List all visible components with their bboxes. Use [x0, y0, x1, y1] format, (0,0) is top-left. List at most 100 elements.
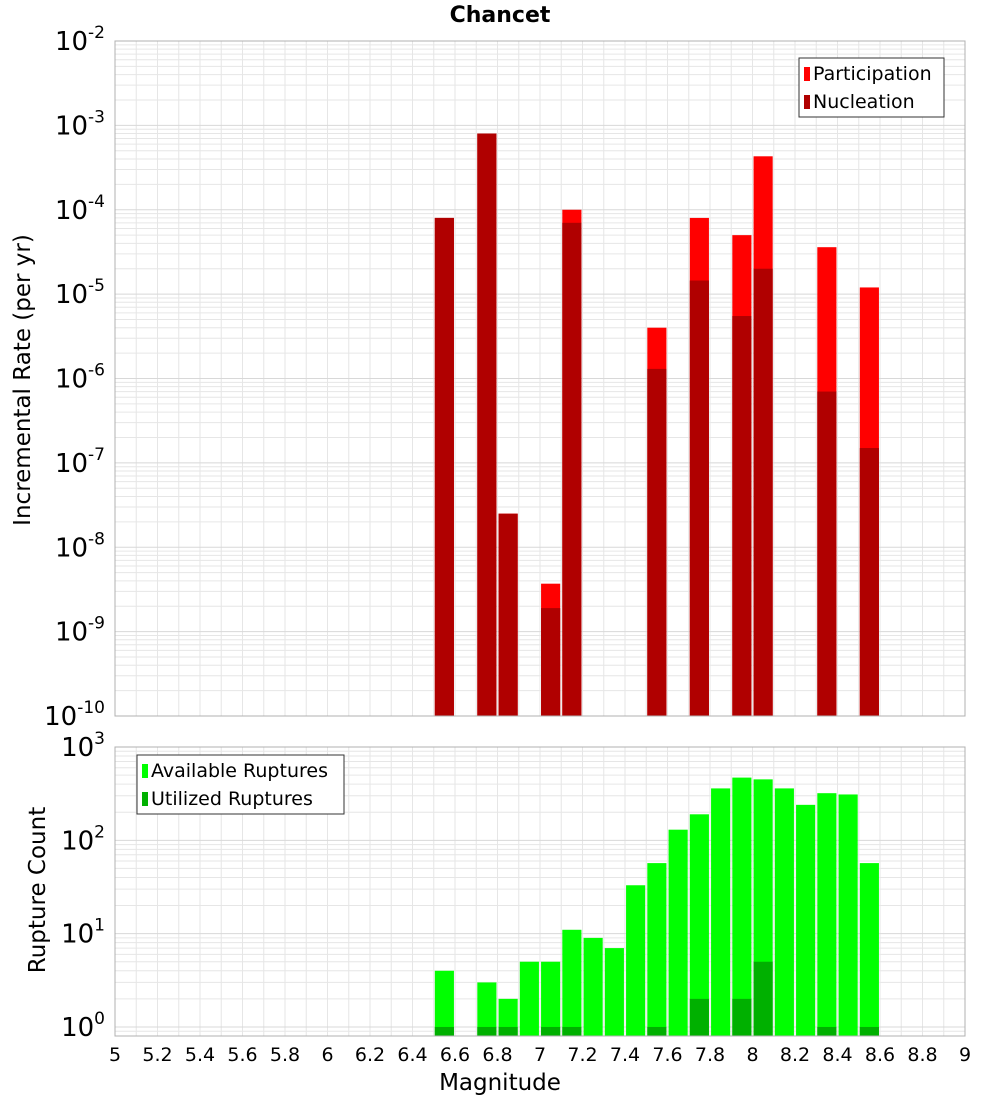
y-tick-exponent: -10	[77, 698, 105, 718]
y-tick-base: 10	[55, 196, 88, 226]
x-tick-label: 7.8	[695, 1044, 725, 1066]
top-bar-nucleation	[647, 368, 667, 716]
bottom-bar-available-ruptures	[498, 998, 518, 1036]
bottom-bar-available-ruptures	[434, 970, 454, 1036]
bottom-bar-available-ruptures	[541, 961, 561, 1036]
y-tick-base: 10	[61, 826, 94, 856]
bottom-bar-available-ruptures	[796, 804, 816, 1036]
x-tick-label: 8.8	[907, 1044, 937, 1066]
bottom-plot-frame	[114, 746, 966, 1037]
x-tick-label: 7.4	[610, 1044, 640, 1066]
bottom-bar-available-ruptures	[711, 788, 731, 1036]
top-bar-nucleation	[541, 608, 561, 716]
x-tick-label: 8.2	[780, 1044, 810, 1066]
x-tick-label: 8.4	[822, 1044, 852, 1066]
bottom-bar-available-ruptures	[859, 863, 879, 1036]
bottom-bar-available-ruptures	[689, 814, 709, 1036]
x-tick-label: 9	[959, 1044, 971, 1066]
top-y-tick-label: 10-7	[55, 445, 105, 479]
x-tick-label: 6.2	[355, 1044, 385, 1066]
y-tick-exponent: -7	[88, 445, 105, 465]
top-y-tick-label: 10-3	[55, 107, 105, 141]
y-tick-exponent: -5	[88, 276, 105, 296]
bottom-bar-available-ruptures	[519, 961, 539, 1036]
bottom-bar-utilized-ruptures	[434, 1026, 454, 1036]
bottom-bar-available-ruptures	[647, 863, 667, 1036]
top-legend-swatch	[804, 95, 810, 109]
x-tick-label: 6.4	[397, 1044, 427, 1066]
top-legend-swatch	[804, 67, 810, 81]
bottom-bar-available-ruptures	[604, 948, 624, 1036]
bottom-legend-label: Utilized Ruptures	[151, 788, 313, 810]
top-y-tick-label: 10-2	[55, 23, 105, 57]
top-plot-frame	[114, 40, 966, 717]
bottom-bar-available-ruptures	[562, 929, 582, 1036]
bottom-bar-available-ruptures	[583, 937, 603, 1036]
y-tick-exponent: 3	[94, 729, 105, 749]
bottom-legend-swatch	[142, 764, 148, 778]
top-bar-nucleation	[498, 513, 518, 716]
x-tick-label: 5.8	[270, 1044, 300, 1066]
y-tick-exponent: 1	[94, 916, 105, 936]
chart-title: Chancet	[450, 3, 551, 28]
bottom-bars	[434, 777, 879, 1036]
y-tick-exponent: 2	[94, 822, 105, 842]
bottom-bar-available-ruptures	[817, 793, 837, 1036]
x-axis-ticks: 5 5.2 5.4 5.6 5.8 6 6.2 6.4 6.6 6.8 7 7.2 7.4 7.6 7.8 8…	[109, 1044, 971, 1066]
bottom-legend-swatch	[142, 792, 148, 806]
top-y-tick-label: 10-4	[55, 192, 105, 226]
x-tick-label: 7.2	[567, 1044, 597, 1066]
top-bar-nucleation	[859, 448, 879, 716]
bottom-bar-available-ruptures	[732, 777, 752, 1036]
y-tick-exponent: -4	[88, 192, 105, 212]
bottom-bar-available-ruptures	[774, 788, 794, 1036]
y-tick-exponent: -9	[88, 614, 105, 634]
y-tick-base: 10	[55, 533, 88, 563]
top-y-axis-label: Incremental Rate (per yr)	[10, 234, 36, 526]
x-tick-label: 7	[534, 1044, 546, 1066]
bottom-bar-utilized-ruptures	[647, 1026, 667, 1036]
top-bars	[434, 133, 879, 717]
bottom-bar-utilized-ruptures	[689, 998, 709, 1036]
y-tick-base: 10	[55, 449, 88, 479]
x-tick-label: 6.8	[482, 1044, 512, 1066]
top-grid	[114, 41, 966, 717]
bottom-bar-utilized-ruptures	[541, 1026, 561, 1036]
bottom-y-tick-label: 102	[61, 822, 105, 856]
x-tick-label: 5	[109, 1044, 121, 1066]
x-tick-label: 8	[746, 1044, 758, 1066]
bottom-bar-available-ruptures	[477, 982, 497, 1036]
top-bar-nucleation	[434, 217, 454, 716]
y-tick-base: 10	[55, 27, 88, 57]
top-y-tick-label: 10-10	[44, 698, 105, 732]
bottom-bar-utilized-ruptures	[562, 1026, 582, 1036]
bottom-bar-utilized-ruptures	[817, 1026, 837, 1036]
x-tick-label: 5.6	[227, 1044, 257, 1066]
top-legend-box	[798, 57, 945, 118]
x-tick-label: 8.6	[865, 1044, 895, 1066]
top-y-axis-ticks: 10-210-310-410-510-610-710-810-910-10	[44, 23, 105, 732]
y-tick-base: 10	[61, 920, 94, 950]
x-tick-label: 7.6	[652, 1044, 682, 1066]
top-bar-nucleation	[477, 133, 497, 717]
x-axis-label: Magnitude	[439, 1070, 561, 1096]
top-bar-nucleation	[732, 316, 752, 716]
y-tick-exponent: -2	[88, 23, 105, 43]
bottom-y-tick-label: 103	[61, 729, 105, 763]
y-tick-exponent: -6	[88, 361, 105, 381]
bottom-legend-box	[136, 754, 345, 815]
bottom-y-axis-label: Rupture Count	[25, 807, 51, 973]
bottom-y-tick-label: 101	[61, 916, 105, 950]
y-tick-exponent: -3	[88, 107, 105, 127]
y-tick-base: 10	[44, 702, 77, 732]
y-tick-base: 10	[61, 733, 94, 763]
bottom-bar-utilized-ruptures	[753, 961, 773, 1036]
top-y-tick-label: 10-6	[55, 361, 105, 395]
x-tick-label: 6	[321, 1044, 333, 1066]
bottom-y-tick-label: 100	[61, 1009, 105, 1043]
top-bar-nucleation	[753, 268, 773, 716]
